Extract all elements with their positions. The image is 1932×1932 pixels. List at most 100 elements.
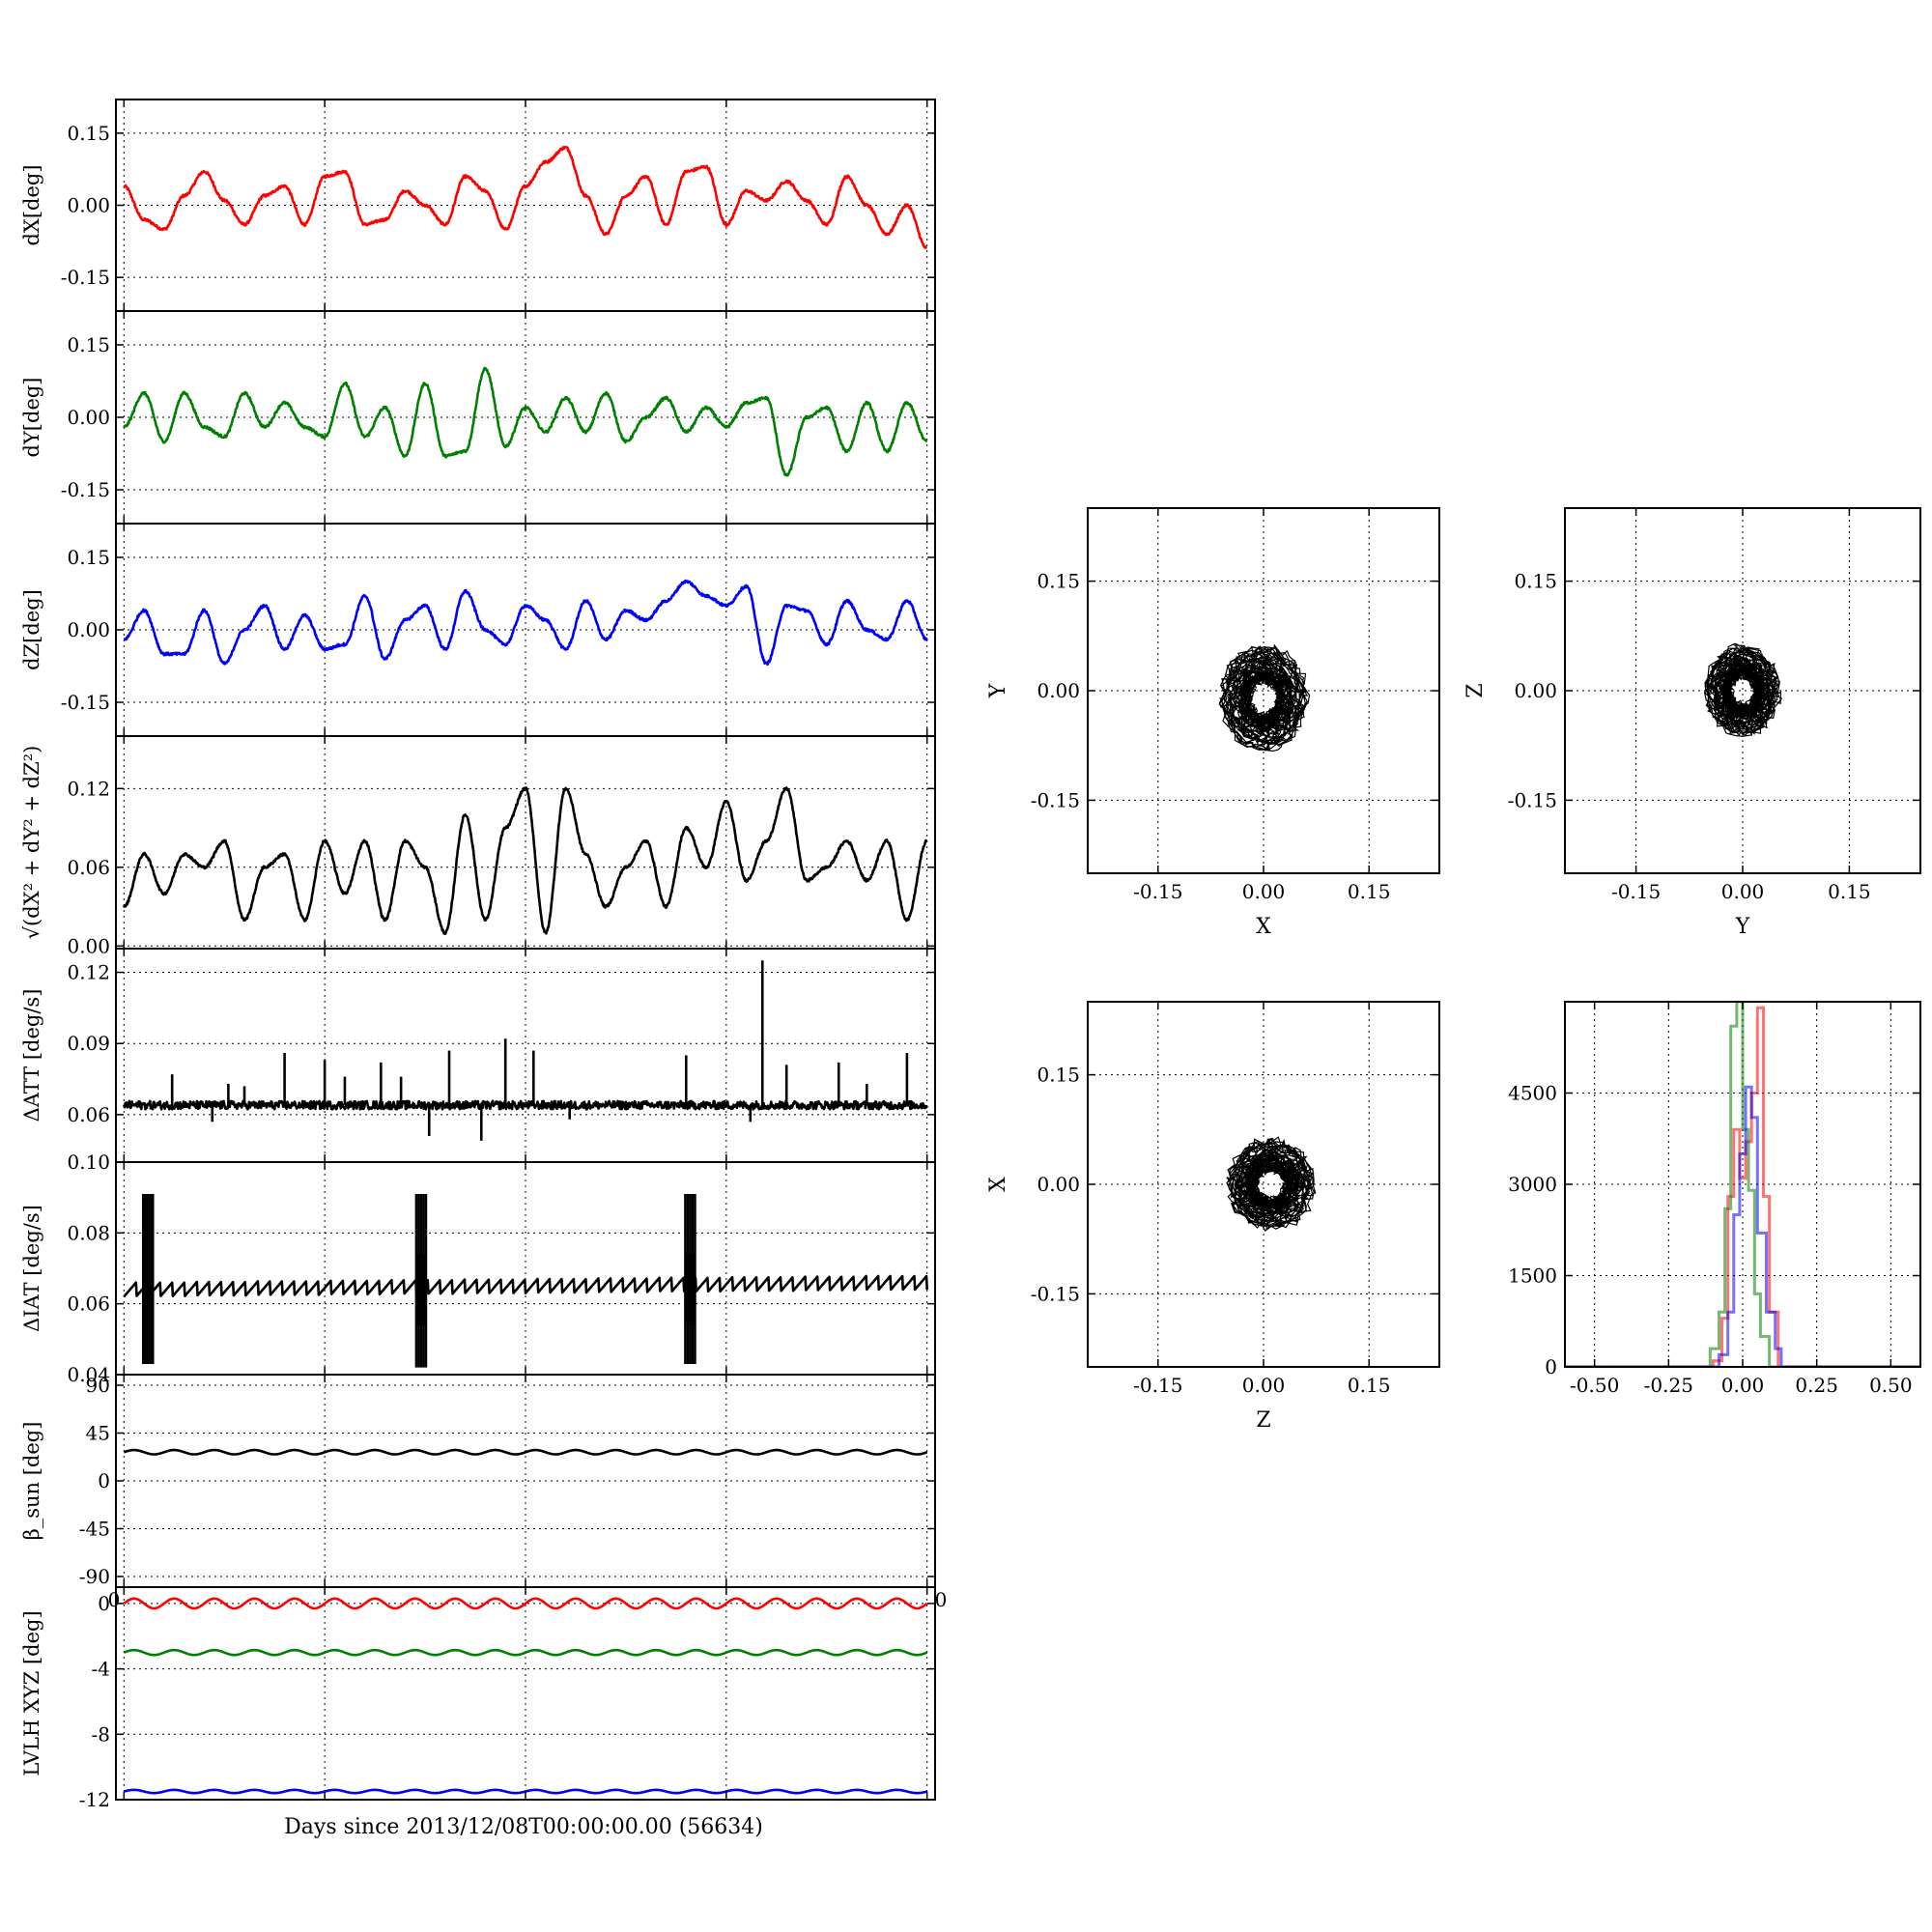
ytick-label: 0.00 <box>67 618 110 641</box>
data-area <box>123 960 928 1141</box>
xtick-label: -0.50 <box>1570 1374 1619 1397</box>
data-area <box>123 786 928 936</box>
ylabel-xy: Y <box>986 683 1010 698</box>
histogram-1 <box>1565 1002 1920 1367</box>
data-area <box>123 366 928 477</box>
data-area <box>123 1597 928 1795</box>
ytick-label: 0.00 <box>1514 679 1557 702</box>
ytick-label: 90 <box>86 1374 110 1397</box>
ytick-label: 0.15 <box>1037 570 1080 593</box>
series-beta-0 <box>123 1448 928 1456</box>
series-lvlh-2 <box>124 1788 928 1795</box>
series-datt-0 <box>123 1099 928 1111</box>
ylabel-norm: √(dX² + dY² + dZ²) <box>20 746 43 940</box>
xtick-label: 0.25 <box>1795 1374 1838 1397</box>
panel-yz: -0.15 0.00 0.15 -0.15 0.00 0.15 Y Z <box>1463 507 1921 939</box>
series-norm-0 <box>123 786 928 936</box>
ytick-label: -8 <box>92 1722 110 1746</box>
xlabel-xy: X <box>1256 915 1271 939</box>
ylabel-zx: X <box>986 1177 1010 1192</box>
ytick-label: 0.06 <box>67 1103 110 1126</box>
ytick-label: -0.15 <box>1508 788 1557 811</box>
ytick-label: 0.00 <box>67 194 110 217</box>
xtick-label: 0.00 <box>1721 880 1765 903</box>
ytick-label: 0.00 <box>1037 679 1080 702</box>
xtick-label: -0.15 <box>1133 880 1182 903</box>
panel-dz: 0.15 0.00 -0.15 dZ[deg] <box>20 523 936 737</box>
ytick-label: 0.12 <box>67 961 110 984</box>
panel-lvlh: 0 -4 -8 -12 LVLH XYZ [deg] <box>20 1586 936 1811</box>
ytick-label: 0.04 <box>67 1363 110 1386</box>
corner-label-left: 0 <box>108 1588 121 1611</box>
ylabel-datt: ΔATT [deg/s] <box>20 989 43 1122</box>
ylabel-diat: ΔIAT [deg/s] <box>20 1205 43 1332</box>
ytick-label: 4500 <box>1508 1082 1557 1105</box>
phase-plot-grid: -0.15 0.00 0.15 -0.15 0.00 0.15 X Y -0.15 0.00 0.1… <box>986 507 1921 1433</box>
ytick-label: 0.10 <box>67 1151 110 1174</box>
series-lvlh-1 <box>123 1648 928 1657</box>
ytick-label: -0.15 <box>1031 788 1080 811</box>
data-area <box>123 1448 928 1456</box>
ytick-label: -12 <box>79 1788 110 1811</box>
series-diat-0 <box>123 1274 928 1298</box>
xtick-label: 0.00 <box>1242 880 1286 903</box>
ytick-label: 0 <box>1545 1355 1557 1378</box>
trajectory-zx <box>1226 1136 1317 1233</box>
ylabel-lvlh: LVLH XYZ [deg] <box>20 1610 43 1776</box>
xtick-label: -0.25 <box>1644 1374 1693 1397</box>
time-series-stack: 0.15 0.00 -0.15 dX[deg] 0.15 0.00 -0.15 dY[deg]… <box>20 99 947 1811</box>
panel-zx: -0.15 0.00 0.15 -0.15 0.00 0.15 Z X <box>986 1001 1440 1433</box>
series-lvlh-0 <box>123 1597 928 1610</box>
ytick-label: 45 <box>86 1422 110 1445</box>
ytick-label: 0.15 <box>1037 1064 1080 1087</box>
ylabel-dz: dZ[deg] <box>20 589 43 670</box>
ytick-label: 0.12 <box>67 777 110 800</box>
ylabel-yz: Z <box>1463 683 1488 697</box>
xtick-label: 0.00 <box>1242 1374 1286 1397</box>
ytick-label: 3000 <box>1508 1173 1557 1196</box>
ytick-label: 0.15 <box>67 122 110 145</box>
burst-block-2 <box>685 1254 696 1325</box>
data-area <box>1703 642 1783 737</box>
data-area <box>1226 1136 1317 1233</box>
panel-hist: -0.50 -0.25 0.00 0.25 0.50 4500 3000 1500 0 <box>1508 1001 1921 1397</box>
xtick-label: 0.15 <box>1348 880 1391 903</box>
ylabel-beta: β_sun [deg] <box>20 1422 43 1541</box>
ytick-label: -4 <box>92 1658 110 1681</box>
ytick-label: -0.15 <box>1031 1282 1080 1305</box>
ytick-label: 0.08 <box>67 1221 110 1244</box>
corner-label-right: 0 <box>935 1588 948 1611</box>
xtick-label: -0.15 <box>1611 880 1661 903</box>
ytick-label: -45 <box>79 1518 110 1541</box>
histogram-0 <box>1565 1006 1920 1367</box>
ytick-label: -0.15 <box>61 478 110 501</box>
ytick-label: -0.15 <box>61 691 110 714</box>
xtick-label: 0.50 <box>1869 1374 1913 1397</box>
xtick-label: 0.15 <box>1828 880 1871 903</box>
burst-block-0 <box>143 1254 154 1325</box>
series-dz-0 <box>123 579 928 667</box>
ytick-label: 0.15 <box>67 546 110 569</box>
ytick-label: 1500 <box>1508 1264 1557 1288</box>
ytick-label: 0.15 <box>1514 570 1557 593</box>
panel-xy: -0.15 0.00 0.15 -0.15 0.00 0.15 X Y <box>986 507 1440 939</box>
ytick-label: 0.00 <box>1037 1173 1080 1196</box>
panel-diat: 0.10 0.08 0.06 0.04 ΔIAT [deg/s] <box>20 1151 936 1386</box>
series-dx-0 <box>123 145 928 249</box>
data-area <box>123 579 928 667</box>
ytick-label: 0 <box>98 1592 110 1615</box>
panel-norm: 0.12 0.06 0.00 √(dX² + dY² + dZ²) <box>20 735 936 957</box>
ytick-label: -90 <box>79 1565 110 1588</box>
xlabel-yz: Y <box>1735 915 1750 939</box>
ylabel-dx: dX[deg] <box>20 164 43 245</box>
xtick-label: 0.00 <box>1721 1374 1765 1397</box>
data-area <box>123 145 928 249</box>
series-dy-0 <box>123 366 928 477</box>
ytick-label: 0.09 <box>67 1032 110 1055</box>
trajectory-yz <box>1703 642 1783 737</box>
ytick-label: 0.06 <box>67 856 110 879</box>
panel-datt: 0.12 0.09 0.06 ΔATT [deg/s] <box>20 948 936 1163</box>
ylabel-dy: dY[deg] <box>20 377 43 457</box>
time-axis-label: Days since 2013/12/08T00:00:00.00 (56634… <box>284 1815 763 1839</box>
xtick-label: 0.15 <box>1348 1374 1391 1397</box>
